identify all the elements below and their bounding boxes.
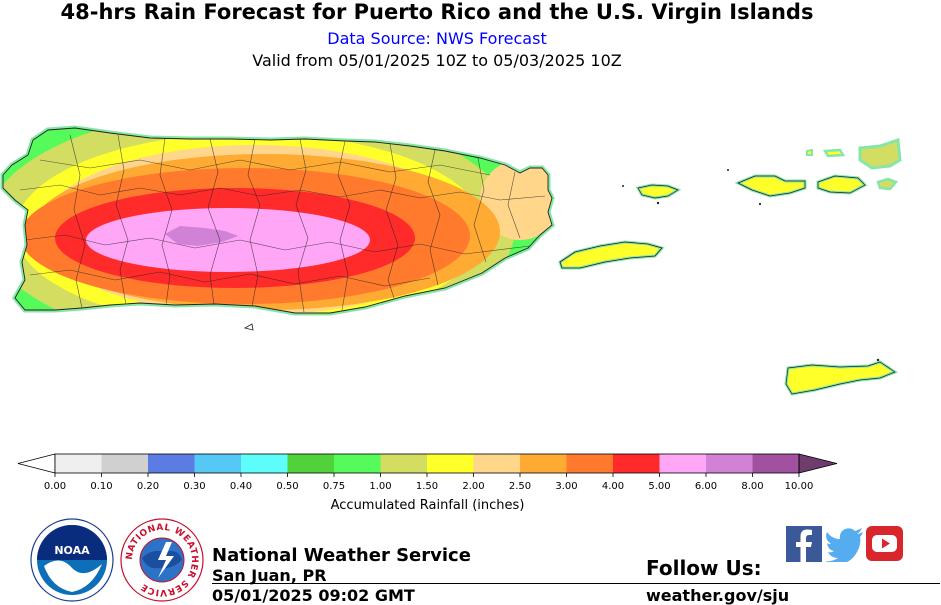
agency-name: National Weather Service <box>212 545 471 566</box>
colorbar-tick-label: 1.00 <box>369 481 391 492</box>
colorbar-tick-label: 0.20 <box>137 481 159 492</box>
colorbar-bin <box>613 454 660 473</box>
rainfall-map <box>0 125 902 396</box>
vieques <box>558 240 665 270</box>
colorbar-bin <box>380 454 428 473</box>
colorbar-bin <box>194 454 242 473</box>
colorbar-tick-label: 10.00 <box>785 481 814 492</box>
valid-period: Valid from 05/01/2025 10Z to 05/03/2025 … <box>252 51 622 70</box>
noaa-logo: NOAA <box>30 518 114 602</box>
follow-us-label: Follow Us: <box>646 556 762 580</box>
colorbar-bin <box>706 454 753 473</box>
colorbar-tick-label: 6.00 <box>695 481 717 492</box>
colorbar-bin <box>752 454 800 473</box>
colorbar-tick-label: 1.50 <box>416 481 438 492</box>
colorbar-bin <box>427 454 474 473</box>
colorbar-tick-label: 0.40 <box>230 481 252 492</box>
colorbar-bin <box>334 454 381 473</box>
colorbar-tick-label: 0.75 <box>323 481 345 492</box>
colorbar-under-arrow <box>17 453 56 474</box>
issued-time: 05/01/2025 09:02 GMT <box>212 586 415 605</box>
colorbar-tick-label: 8.00 <box>741 481 763 492</box>
colorbar-tick-label: 2.50 <box>509 481 531 492</box>
colorbar-tick-label: 3.00 <box>555 481 577 492</box>
noaa-logo-text: NOAA <box>54 544 90 557</box>
colorbar-tick-label: 0.50 <box>276 481 298 492</box>
facebook-icon[interactable] <box>786 526 822 562</box>
colorbar-over-arrow <box>798 453 838 474</box>
colorbar-bin <box>101 454 149 473</box>
colorbar-bin <box>241 454 288 473</box>
office-name: San Juan, PR <box>212 566 327 585</box>
colorbar-bin <box>659 454 707 473</box>
colorbar-bin <box>148 454 195 473</box>
puerto-rico <box>0 125 555 331</box>
website-link[interactable]: weather.gov/sju <box>646 586 790 605</box>
colorbar-tick-label: 5.00 <box>648 481 670 492</box>
colorbar-bin <box>473 454 521 473</box>
colorbar-tick-label: 4.00 <box>602 481 624 492</box>
nws-logo: NATIONAL WEATHER SERVICE <box>120 518 204 602</box>
colorbar-tick-label: 0.10 <box>90 481 112 492</box>
footer-divider <box>212 583 940 584</box>
colorbar-bin <box>566 454 614 473</box>
youtube-icon[interactable] <box>866 526 903 561</box>
colorbar-tick-label: 0.00 <box>44 481 66 492</box>
colorbar-bin <box>55 454 102 473</box>
colorbar-tick-label: 2.00 <box>462 481 484 492</box>
colorbar-bin <box>520 454 567 473</box>
rainfall-color-scale: 0.00 0.10 0.20 0.30 0.40 0.50 0.75 1.00 1.50 2.00… <box>17 453 838 492</box>
colorbar-tick-label: 0.30 <box>183 481 205 492</box>
colorbar-bin <box>287 454 335 473</box>
st-thomas-st-john <box>727 137 902 206</box>
data-source: Data Source: NWS Forecast <box>327 29 547 48</box>
map-title: 48-hrs Rain Forecast for Puerto Rico and… <box>60 0 814 24</box>
culebra <box>622 183 682 205</box>
st-croix <box>784 358 899 396</box>
twitter-icon[interactable] <box>825 526 865 562</box>
colorbar-label: Accumulated Rainfall (inches) <box>330 498 525 513</box>
